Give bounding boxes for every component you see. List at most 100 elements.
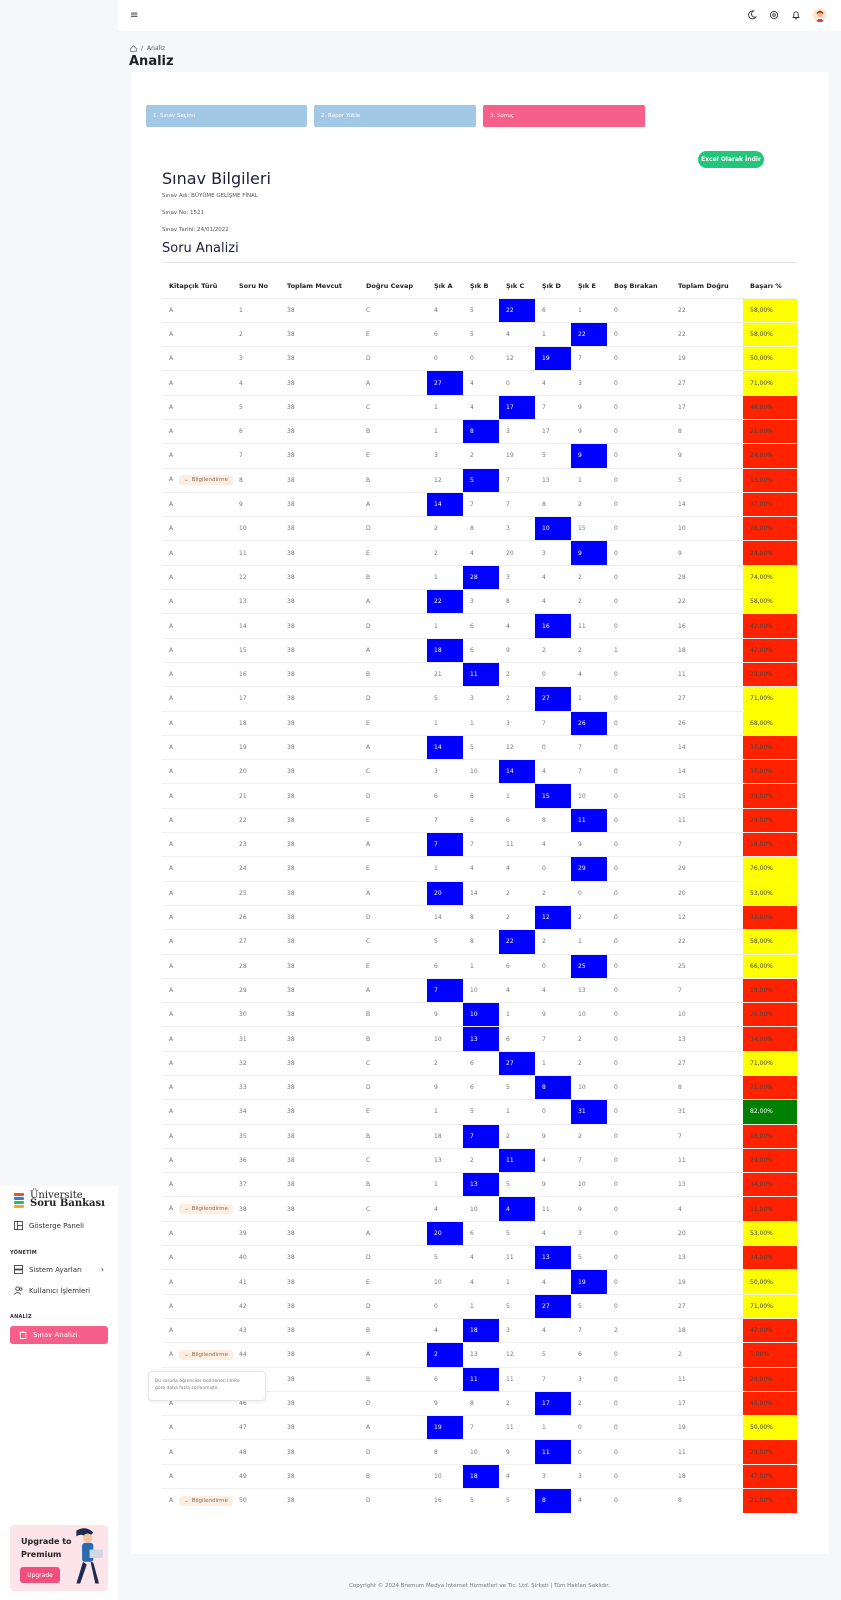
table-cell: 0 xyxy=(607,759,671,784)
table-cell: 0 xyxy=(607,516,671,541)
info-tag[interactable]: ⌄ Bilgilendirme xyxy=(179,1204,233,1215)
table-cell: 0 xyxy=(607,1002,671,1027)
table-row: A 27 38 C 5 8 22 2 1 0 22 58,00% xyxy=(162,929,797,955)
table-cell: 35 xyxy=(232,1123,280,1149)
table-cell: A xyxy=(359,637,427,663)
bell-icon[interactable] xyxy=(791,10,801,20)
table-cell: 7 xyxy=(535,1366,571,1392)
table-row: A 26 38 D 14 8 2 12 2 0 12 32,00% xyxy=(162,904,797,930)
table-cell: 31 xyxy=(232,1026,280,1052)
table-cell: 0 xyxy=(607,880,671,906)
table-cell: 0 xyxy=(607,856,671,882)
table-row: A 25 38 A 20 14 2 2 0 0 20 53,00% xyxy=(162,880,797,906)
table-cell: 17 xyxy=(232,686,280,712)
success-rate-cell: 21,00% xyxy=(743,1074,797,1100)
table-cell: 0 xyxy=(499,370,535,396)
table-cell: 0 xyxy=(607,661,671,687)
home-icon[interactable] xyxy=(130,45,137,52)
table-cell: 0 xyxy=(607,686,671,712)
table-cell: 21 xyxy=(232,783,280,809)
booklet-cell: A xyxy=(162,686,232,712)
table-cell: 21 xyxy=(427,661,463,687)
table-cell: 9 xyxy=(499,1439,535,1465)
success-rate-cell: 47,00% xyxy=(743,1463,797,1489)
correct-answer-cell: 7 xyxy=(427,832,463,857)
sidebar-item-dashboard[interactable]: Gösterge Paneli xyxy=(14,1221,84,1230)
table-cell: 0 xyxy=(607,1123,671,1149)
sidebar-item-user-ops[interactable]: Kullanıcı İşlemleri xyxy=(14,1286,90,1295)
info-tag[interactable]: ⌄ Bilgilendirme xyxy=(179,475,233,486)
step-report-upload[interactable]: 2. Rapor Yükle xyxy=(314,105,476,127)
correct-answer-cell: 27 xyxy=(427,370,463,396)
app-logo[interactable]: Üniversite Soru Bankası xyxy=(12,1191,105,1209)
step-exam-selection[interactable]: 1. Sınav Seçimi xyxy=(146,105,307,127)
menu-icon[interactable]: ≡ xyxy=(130,10,139,21)
table-cell: 8 xyxy=(463,904,499,930)
table-cell: 5 xyxy=(427,1245,463,1270)
upgrade-title-line-1: Upgrade to xyxy=(21,1537,72,1546)
cell-text: A xyxy=(169,598,174,606)
table-cell: 4 xyxy=(535,977,571,1003)
upgrade-title: Upgrade to Premium xyxy=(21,1535,72,1561)
table-cell: 38 xyxy=(280,1002,359,1027)
table-cell: 40 xyxy=(232,1245,280,1270)
correct-answer-cell: 18 xyxy=(463,1463,499,1489)
table-cell: D xyxy=(359,686,427,712)
table-cell: 4 xyxy=(499,856,535,882)
table-cell: 12 xyxy=(671,904,743,930)
booklet-cell: A xyxy=(162,394,232,420)
table-cell: 5 xyxy=(571,1293,607,1319)
success-rate-cell: 26,00% xyxy=(743,1002,797,1027)
upgrade-button[interactable]: Upgrade xyxy=(20,1567,60,1583)
table-cell: 9 xyxy=(671,540,743,566)
table-cell: 0 xyxy=(607,346,671,371)
booklet-cell: A xyxy=(162,977,232,1003)
moon-icon[interactable] xyxy=(747,10,757,20)
table-cell: 5 xyxy=(463,321,499,347)
step-result[interactable]: 3. Sonuç xyxy=(483,105,645,127)
sidebar-item-exam-analysis[interactable]: Sınav Analizi xyxy=(10,1326,108,1344)
settings-icon[interactable] xyxy=(769,10,779,20)
booklet-cell: A xyxy=(162,759,232,784)
correct-answer-cell: 16 xyxy=(535,613,571,639)
table-cell: 7 xyxy=(535,1026,571,1052)
table-cell: 6 xyxy=(463,637,499,663)
table-cell: 6 xyxy=(427,953,463,979)
success-rate-cell: 29,00% xyxy=(743,807,797,833)
table-cell: 38 xyxy=(280,346,359,371)
table-row: A 32 38 C 2 6 27 1 2 0 27 71,00% xyxy=(162,1050,797,1076)
success-rate-cell: 37,00% xyxy=(743,491,797,517)
chevron-down-icon: ⌄ xyxy=(184,1497,189,1504)
cell-text: A xyxy=(169,1108,174,1116)
avatar[interactable] xyxy=(813,8,827,22)
table-cell: 10 xyxy=(427,1463,463,1489)
table-cell: 7 xyxy=(571,734,607,760)
table-cell: 38 xyxy=(280,1488,359,1513)
sidebar-item-system-settings[interactable]: Sistem Ayarları › xyxy=(14,1265,104,1274)
table-cell: 4 xyxy=(571,1488,607,1513)
correct-answer-cell: 22 xyxy=(499,297,535,323)
info-tag[interactable]: ⌄ Bilgilendirme xyxy=(179,1495,233,1506)
table-cell: 1 xyxy=(463,953,499,979)
success-rate-cell: 71,00% xyxy=(743,1293,797,1319)
table-cell: 38 xyxy=(280,1293,359,1319)
export-excel-button[interactable]: Excel Olarak İndir xyxy=(698,151,764,168)
cell-text: A xyxy=(169,1472,174,1480)
table-cell: 3 xyxy=(499,564,535,590)
success-rate-cell: 58,00% xyxy=(743,321,797,347)
table-cell: 38 xyxy=(280,977,359,1003)
table-cell: 1 xyxy=(535,1050,571,1076)
sidebar-item-label: Gösterge Paneli xyxy=(29,1221,84,1230)
cell-text: A xyxy=(169,938,174,946)
table-cell: 1 xyxy=(427,394,463,420)
correct-answer-cell: 26 xyxy=(571,710,607,736)
cell-text: A xyxy=(169,646,174,654)
cell-text: A xyxy=(169,355,174,363)
table-cell: 5 xyxy=(535,443,571,469)
table-cell: 1 xyxy=(535,321,571,347)
success-rate-cell: 76,00% xyxy=(743,856,797,882)
table-cell: 4 xyxy=(535,1317,571,1343)
booklet-cell: A xyxy=(162,589,232,614)
table-cell: 5 xyxy=(463,734,499,760)
info-tag[interactable]: ⌄ Bilgilendirme xyxy=(179,1349,233,1360)
